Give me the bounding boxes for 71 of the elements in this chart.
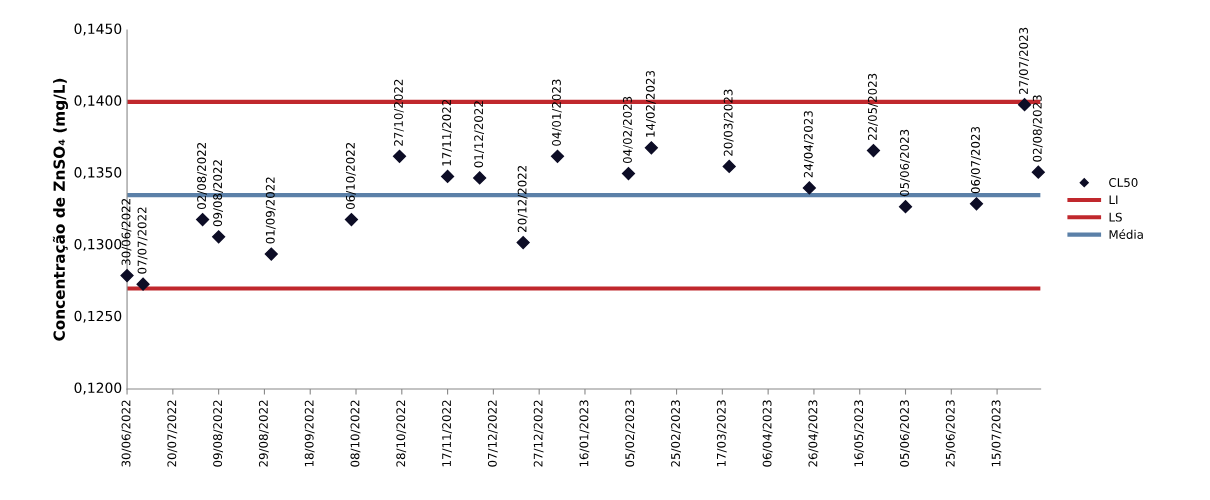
- point: [344, 212, 359, 227]
- data-label: 24/04/2023: [803, 111, 814, 178]
- x-tick-label: 05/06/2023: [900, 400, 910, 467]
- point: [264, 247, 278, 261]
- data-label: 01/09/2022: [265, 177, 276, 244]
- x-tick-label: 29/08/2022: [258, 400, 269, 467]
- x-tick-label: 16/01/2023: [579, 400, 590, 467]
- data-label: 14/02/2023: [645, 70, 656, 137]
- point: [802, 181, 816, 195]
- data-label: 04/02/2023: [622, 96, 633, 164]
- x-tick-label: 20/07/2022: [167, 400, 178, 467]
- x-tick-label: 15/07/2023: [991, 400, 1002, 467]
- x-tick-label: 26/04/2023: [808, 400, 819, 467]
- data-label: 20/03/2023: [723, 89, 734, 156]
- x-tick-label: 08/10/2022: [350, 400, 361, 467]
- y-tick-label: 0,1350: [74, 167, 122, 180]
- data-label: 01/12/2022: [474, 101, 484, 168]
- point: [196, 212, 210, 227]
- x-tick-label: 18/09/2022: [304, 400, 315, 467]
- data-label: 17/11/2022: [442, 99, 452, 166]
- x-tick-label: 30/06/2022: [121, 400, 132, 467]
- data-label: 07/07/2022: [137, 207, 148, 274]
- legend-label: LS: [1109, 212, 1122, 222]
- point: [621, 167, 636, 181]
- y-axis-title: Concentração de ZnSO₄ (mg/L): [52, 78, 69, 341]
- data-label: 02/08/2023: [1032, 95, 1043, 162]
- y-tick-label: 0,1450: [74, 23, 122, 36]
- x-tick-label: 25/06/2023: [945, 400, 956, 467]
- y-tick-label: 0,1250: [74, 310, 122, 323]
- data-label: 05/06/2023: [900, 129, 910, 197]
- point: [120, 268, 134, 283]
- data-label: 27/10/2022: [394, 79, 404, 146]
- point: [473, 171, 487, 185]
- x-tick-label: 09/08/2022: [213, 400, 223, 467]
- x-tick-label: 16/05/2023: [854, 400, 865, 467]
- point: [722, 159, 736, 174]
- data-label: 22/05/2023: [867, 73, 878, 141]
- point: [866, 144, 881, 158]
- data-label: 02/08/2022: [197, 142, 207, 210]
- point: [392, 149, 407, 163]
- legend-label: LI: [1109, 195, 1118, 205]
- data-label: 06/07/2023: [970, 126, 981, 194]
- data-label: 09/08/2022: [213, 160, 223, 227]
- point: [516, 235, 530, 250]
- x-tick-label: 06/04/2023: [762, 400, 773, 467]
- data-label: 27/07/2023: [1019, 27, 1029, 95]
- x-tick-label: 17/11/2022: [442, 400, 452, 467]
- x-tick-label: 17/03/2023: [716, 400, 727, 467]
- data-label: 06/10/2022: [345, 142, 356, 210]
- point: [969, 197, 984, 211]
- point: [1031, 165, 1045, 179]
- point: [644, 141, 658, 155]
- y-tick-label: 0,1400: [74, 95, 122, 108]
- point: [550, 149, 565, 163]
- x-tick-label: 05/02/2023: [625, 400, 636, 467]
- point: [136, 277, 150, 291]
- point: [212, 230, 226, 244]
- y-tick-label: 0,1300: [74, 238, 122, 251]
- point: [1017, 98, 1032, 112]
- point: [441, 169, 455, 184]
- x-tick-label: 28/10/2022: [396, 400, 407, 467]
- legend-label: Média: [1109, 229, 1143, 239]
- x-tick-label: 27/12/2022: [533, 400, 544, 467]
- data-label: 04/01/2023: [551, 79, 562, 146]
- legend-label: CL50: [1109, 178, 1138, 187]
- x-tick-label: 07/12/2022: [487, 400, 498, 467]
- x-tick-label: 25/02/2023: [671, 400, 681, 467]
- data-label: 20/12/2022: [517, 165, 528, 232]
- point: [898, 200, 913, 214]
- y-tick-label: 0,1200: [74, 382, 122, 395]
- data-label: 30/06/2022: [121, 198, 132, 265]
